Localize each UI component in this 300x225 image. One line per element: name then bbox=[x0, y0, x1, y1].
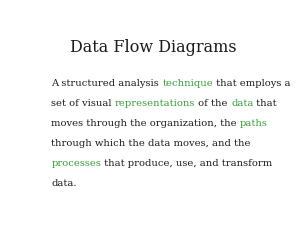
Text: paths: paths bbox=[240, 119, 268, 128]
Text: representations: representations bbox=[115, 99, 196, 108]
Text: of the: of the bbox=[196, 99, 231, 108]
Text: that employs a: that employs a bbox=[213, 79, 291, 88]
Text: data.: data. bbox=[52, 179, 77, 188]
Text: technique: technique bbox=[162, 79, 213, 88]
Text: Data Flow Diagrams: Data Flow Diagrams bbox=[70, 39, 237, 56]
Text: that produce, use, and transform: that produce, use, and transform bbox=[101, 159, 273, 168]
Text: through which the data moves, and the: through which the data moves, and the bbox=[52, 139, 251, 148]
Text: moves through the organization, the: moves through the organization, the bbox=[52, 119, 240, 128]
Text: data: data bbox=[231, 99, 254, 108]
Text: A structured analysis: A structured analysis bbox=[52, 79, 162, 88]
Text: processes: processes bbox=[52, 159, 101, 168]
Text: set of visual: set of visual bbox=[52, 99, 115, 108]
Text: that: that bbox=[254, 99, 277, 108]
